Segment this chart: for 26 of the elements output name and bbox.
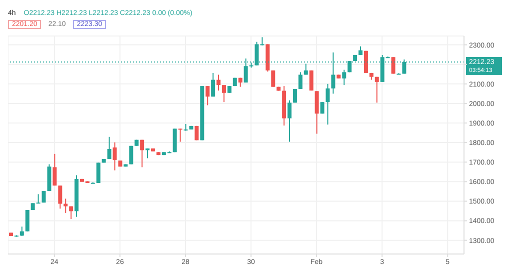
candlestick xyxy=(178,128,182,142)
candlestick xyxy=(172,128,177,153)
candlestick xyxy=(364,50,368,74)
candlestick xyxy=(206,86,210,106)
candlestick xyxy=(271,70,276,88)
candlestick xyxy=(391,56,396,74)
candlestick xyxy=(107,136,112,160)
candlestick xyxy=(69,206,74,220)
candlestick xyxy=(129,145,134,165)
candlestick xyxy=(58,185,62,210)
candlestick xyxy=(298,72,302,90)
candlestick xyxy=(112,142,117,171)
candlestick xyxy=(342,69,346,86)
candlestick xyxy=(314,90,319,134)
candlestick xyxy=(288,100,292,142)
candlestick xyxy=(326,83,330,126)
candlestick xyxy=(222,84,226,103)
candlestick xyxy=(64,198,68,214)
candlestick xyxy=(96,162,100,184)
candlestick xyxy=(140,139,144,168)
candlestick xyxy=(25,210,30,232)
candlestick xyxy=(216,74,221,92)
candlestick xyxy=(211,72,216,98)
candlestick xyxy=(52,153,57,186)
candlestick xyxy=(374,76,379,104)
candlestick xyxy=(20,226,24,237)
